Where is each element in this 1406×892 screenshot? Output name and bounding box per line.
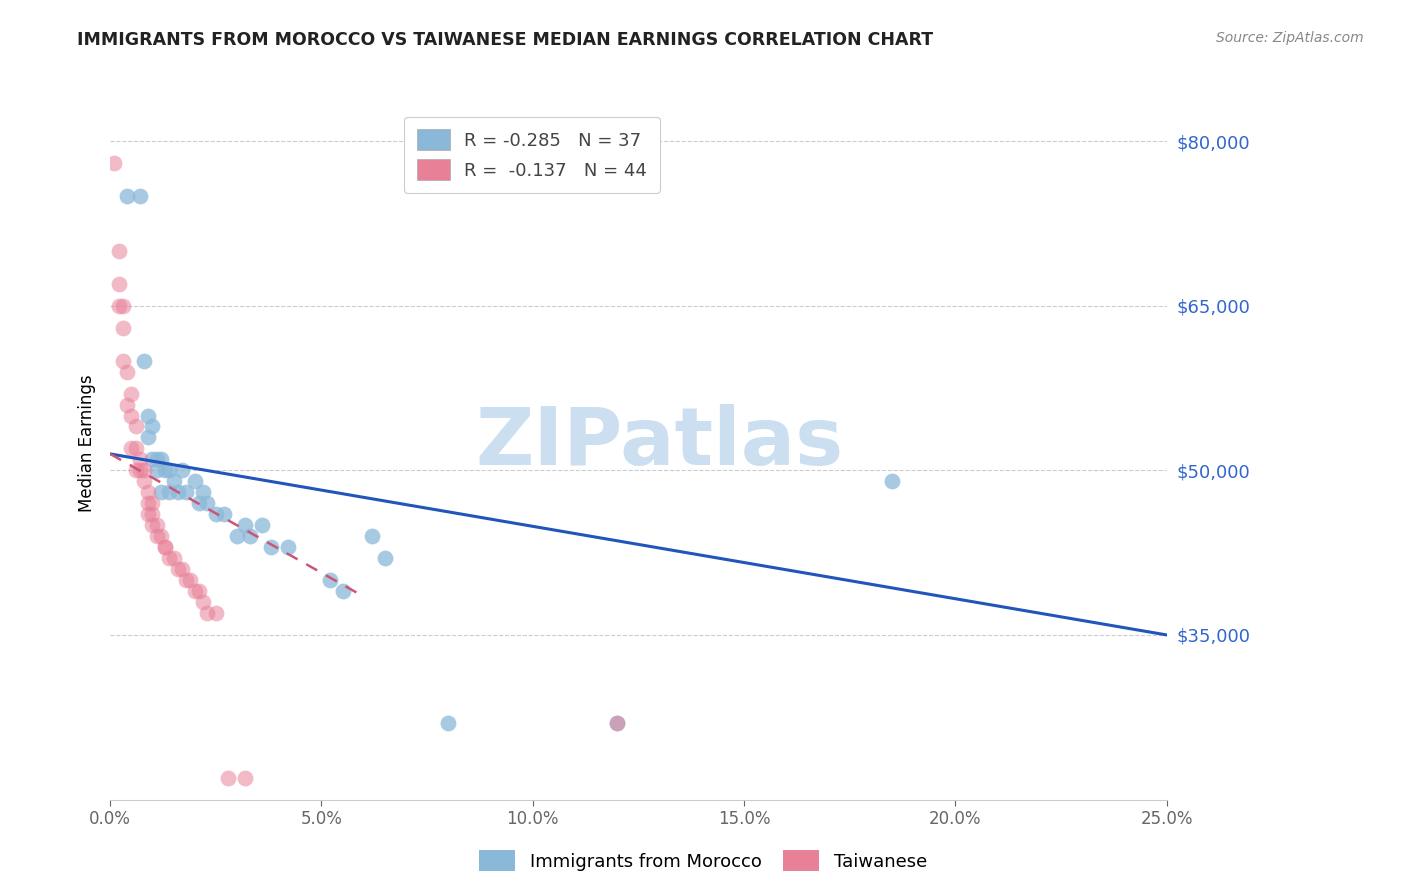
Point (170, 463, 193, 477)
Text: Source: ZipAtlas.com: Source: ZipAtlas.com (1216, 31, 1364, 45)
Point (260, 540, 283, 554)
Point (141, 419, 163, 434)
Point (157, 485, 180, 500)
Point (153, 540, 176, 554)
Point (157, 551, 180, 566)
Point (170, 562, 193, 576)
Point (136, 485, 159, 500)
Point (277, 540, 299, 554)
Point (124, 442, 146, 456)
Point (214, 508, 236, 522)
Point (132, 353, 155, 368)
Point (145, 529, 167, 543)
Point (183, 584, 205, 599)
Text: ZIPatlas: ZIPatlas (475, 404, 844, 482)
Point (157, 463, 180, 477)
Point (145, 518, 167, 533)
Point (174, 485, 197, 500)
Point (115, 365, 138, 379)
Point (332, 584, 354, 599)
Point (361, 529, 384, 543)
Point (107, 277, 129, 291)
Text: IMMIGRANTS FROM MOROCCO VS TAIWANESE MEDIAN EARNINGS CORRELATION CHART: IMMIGRANTS FROM MOROCCO VS TAIWANESE MED… (77, 31, 934, 49)
Point (149, 529, 172, 543)
Point (136, 409, 159, 423)
Legend: Immigrants from Morocco, Taiwanese: Immigrants from Morocco, Taiwanese (472, 843, 934, 879)
Point (606, 715, 628, 730)
Point (128, 189, 150, 203)
Point (252, 518, 274, 533)
Point (115, 398, 138, 412)
Point (103, 156, 125, 170)
Point (174, 573, 197, 587)
Point (111, 320, 134, 334)
Point (132, 475, 155, 489)
Point (204, 606, 226, 620)
Point (141, 508, 163, 522)
Point (141, 452, 163, 467)
Point (183, 475, 205, 489)
Y-axis label: Median Earnings: Median Earnings (79, 374, 96, 512)
Point (191, 595, 214, 609)
Point (111, 299, 134, 313)
Point (162, 475, 184, 489)
Point (136, 496, 159, 510)
Point (195, 606, 218, 620)
Point (149, 452, 172, 467)
Point (153, 540, 176, 554)
Legend: R = -0.285   N = 37, R =  -0.137   N = 44: R = -0.285 N = 37, R = -0.137 N = 44 (405, 117, 659, 193)
Point (141, 518, 163, 533)
Point (149, 485, 172, 500)
Point (115, 189, 138, 203)
Point (162, 551, 184, 566)
Point (107, 299, 129, 313)
Point (128, 463, 150, 477)
Point (120, 409, 142, 423)
Point (145, 452, 167, 467)
Point (124, 463, 146, 477)
Point (111, 353, 134, 368)
Point (128, 452, 150, 467)
Point (120, 442, 142, 456)
Point (319, 573, 342, 587)
Point (204, 508, 226, 522)
Point (187, 584, 209, 599)
Point (136, 430, 159, 444)
Point (880, 475, 903, 489)
Point (136, 508, 159, 522)
Point (153, 463, 176, 477)
Point (437, 715, 460, 730)
Point (195, 496, 218, 510)
Point (239, 529, 262, 543)
Point (132, 463, 155, 477)
Point (235, 518, 257, 533)
Point (606, 715, 628, 730)
Point (374, 551, 396, 566)
Point (120, 386, 142, 401)
Point (141, 496, 163, 510)
Point (218, 771, 240, 785)
Point (179, 573, 201, 587)
Point (124, 419, 146, 434)
Point (226, 529, 249, 543)
Point (235, 771, 257, 785)
Point (191, 485, 214, 500)
Point (187, 496, 209, 510)
Point (166, 485, 188, 500)
Point (166, 562, 188, 576)
Point (107, 244, 129, 258)
Point (145, 463, 167, 477)
